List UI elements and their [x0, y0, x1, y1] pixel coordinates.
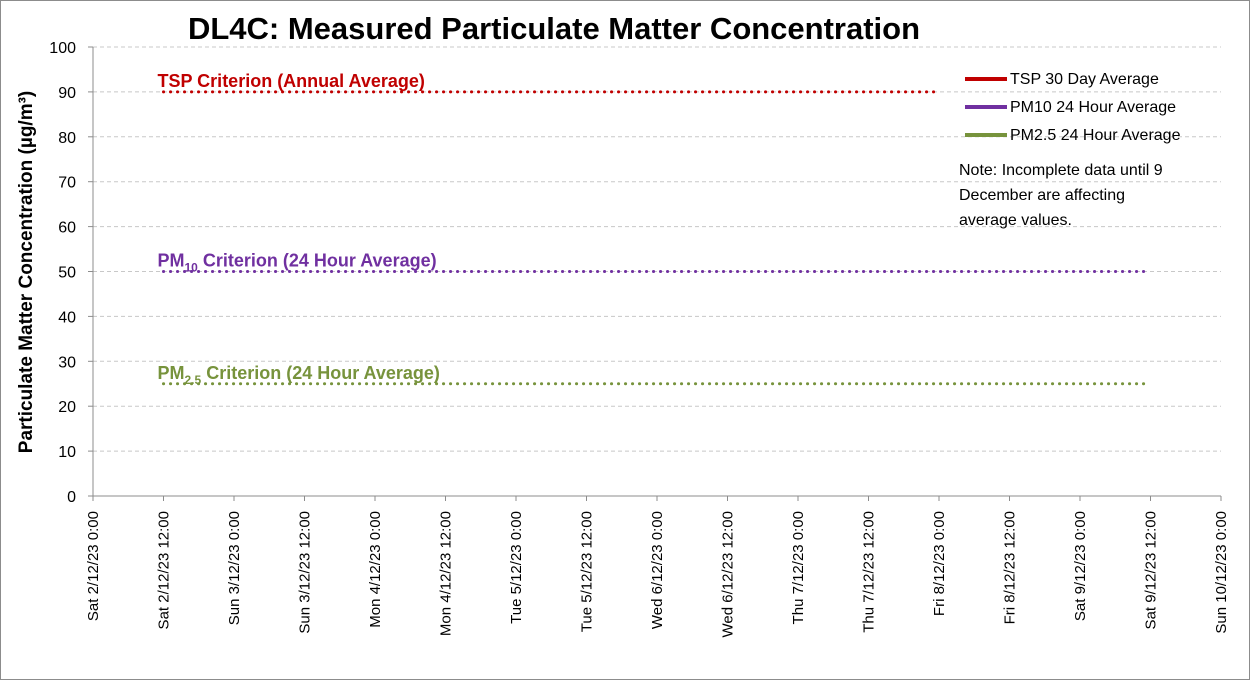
y-axis-label: Particulate Matter Concentration (µg/m³)	[16, 91, 37, 453]
y-tick-label: 100	[49, 40, 76, 57]
x-tick-label: Mon 4/12/23 0:00	[367, 511, 384, 628]
x-tick-label: Sun 3/12/23 12:00	[297, 511, 314, 634]
legend-label-tsp: TSP 30 Day Average	[1010, 71, 1159, 88]
x-tick-label: Tue 5/12/23 0:00	[508, 511, 525, 624]
legend: TSP 30 Day Average PM10 24 Hour Average PM…	[965, 71, 1181, 144]
y-tick-label: 20	[58, 399, 76, 416]
y-tick-label: 40	[58, 309, 76, 326]
x-tick-label: Wed 6/12/23 12:00	[720, 511, 737, 638]
x-tick-label: Sun 3/12/23 0:00	[226, 511, 243, 625]
criterion-label-pm10: PM10 Criterion (24 Hour Average)	[158, 251, 437, 275]
x-tick-label: Wed 6/12/23 0:00	[649, 511, 666, 629]
x-tick-label: Sat 2/12/23 0:00	[85, 511, 102, 621]
x-tick-label: Fri 8/12/23 0:00	[931, 511, 948, 616]
x-tick-label: Sat 9/12/23 12:00	[1143, 511, 1160, 629]
note-line: December are affecting	[959, 187, 1125, 204]
y-tick-label: 10	[58, 444, 76, 461]
y-tick-label: 50	[58, 265, 76, 282]
x-tick-label: Sat 2/12/23 12:00	[156, 511, 173, 629]
x-tick-label: Mon 4/12/23 12:00	[438, 511, 455, 636]
note-line: average values.	[959, 212, 1072, 229]
axes: 0 10 20 30 40 50 60 70 80 90 100 Sat 2/12/23 0:00 Sa…	[49, 40, 1230, 638]
y-tick-label: 80	[58, 130, 76, 147]
x-tick-label: Sun 10/12/23 0:00	[1213, 511, 1230, 634]
x-tick-label: Fri 8/12/23 12:00	[1002, 511, 1019, 624]
y-tick-label: 30	[58, 354, 76, 371]
criterion-label-tsp: TSP Criterion (Annual Average)	[158, 71, 425, 91]
x-tick-label: Thu 7/12/23 0:00	[790, 511, 807, 624]
x-tick-label: Thu 7/12/23 12:00	[861, 511, 878, 633]
note: Note: Incomplete data until 9 December ar…	[959, 162, 1163, 229]
y-tick-label: 90	[58, 85, 76, 102]
y-tick-label: 60	[58, 220, 76, 237]
legend-label-pm10: PM10 24 Hour Average	[1010, 99, 1176, 116]
criterion-label-pm25: PM2.5 Criterion (24 Hour Average)	[158, 363, 440, 387]
note-line: Note: Incomplete data until 9	[959, 162, 1163, 179]
chart-title: DL4C: Measured Particulate Matter Concen…	[188, 11, 920, 46]
legend-label-pm25: PM2.5 24 Hour Average	[1010, 127, 1181, 144]
y-tick-label: 0	[67, 489, 76, 506]
criteria-lines: TSP Criterion (Annual Average) PM10 Crite…	[158, 71, 1152, 387]
x-tick-label: Tue 5/12/23 12:00	[579, 511, 596, 632]
y-tick-label: 70	[58, 175, 76, 192]
x-tick-label: Sat 9/12/23 0:00	[1072, 511, 1089, 621]
